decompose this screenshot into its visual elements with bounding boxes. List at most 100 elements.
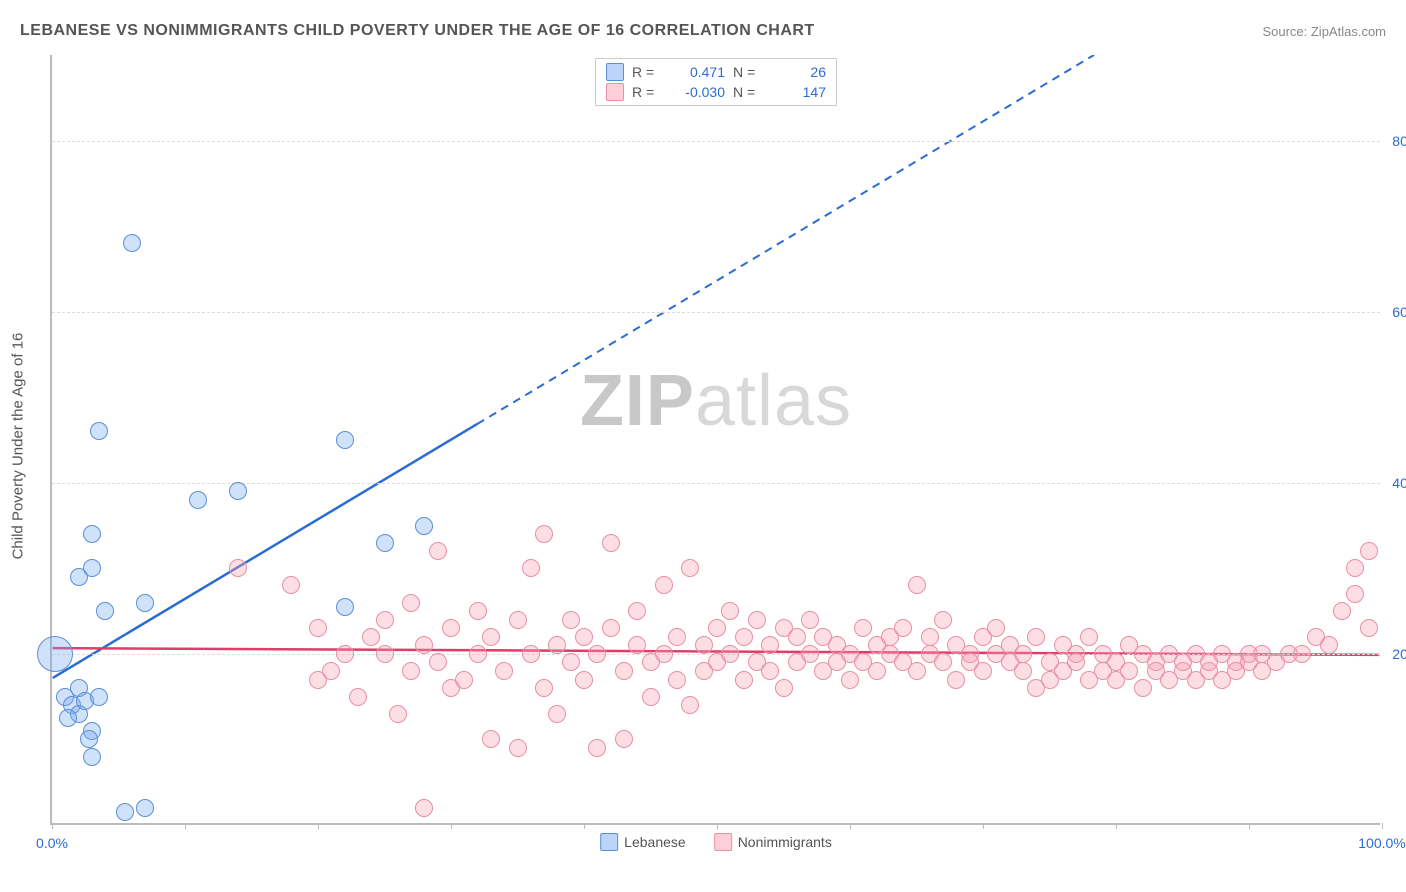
n-value-nonimmigrants: 147 [771,84,826,100]
data-point [442,619,460,637]
data-point [921,628,939,646]
data-point [415,799,433,817]
data-point [90,688,108,706]
data-point [801,611,819,629]
data-point [116,803,134,821]
data-point [309,619,327,637]
ytick-label: 20.0% [1392,646,1406,662]
legend-row-nonimmigrants: R = -0.030 N = 147 [606,83,826,101]
gridline [52,312,1380,313]
swatch-pink-icon [714,833,732,851]
data-point [681,559,699,577]
data-point [1320,636,1338,654]
data-point [735,628,753,646]
data-point [229,559,247,577]
ytick-label: 40.0% [1392,475,1406,491]
data-point [429,653,447,671]
data-point [894,619,912,637]
xtick [983,823,984,829]
xtick [1382,823,1383,829]
data-point [841,671,859,689]
data-point [721,602,739,620]
n-value-lebanese: 26 [771,64,826,80]
data-point [562,653,580,671]
data-point [708,619,726,637]
data-point [136,799,154,817]
chart-container: LEBANESE VS NONIMMIGRANTS CHILD POVERTY … [0,0,1406,892]
data-point [83,525,101,543]
data-point [575,671,593,689]
data-point [801,645,819,663]
data-point [1067,653,1085,671]
xtick [717,823,718,829]
data-point [588,645,606,663]
gridline [52,483,1380,484]
data-point [402,594,420,612]
chart-title: LEBANESE VS NONIMMIGRANTS CHILD POVERTY … [20,22,815,40]
data-point [495,662,513,680]
xtick [185,823,186,829]
data-point [83,748,101,766]
xtick [318,823,319,829]
data-point [668,671,686,689]
r-value-nonimmigrants: -0.030 [670,84,725,100]
xtick [1116,823,1117,829]
data-point [389,705,407,723]
data-point [482,628,500,646]
data-point [575,628,593,646]
data-point [1360,619,1378,637]
series-legend: Lebanese Nonimmigrants [600,833,832,851]
data-point [1333,602,1351,620]
data-point [974,662,992,680]
xtick [584,823,585,829]
data-point [83,559,101,577]
ytick-label: 80.0% [1392,133,1406,149]
data-point [37,636,73,672]
data-point [1027,628,1045,646]
data-point [336,645,354,663]
data-point [189,491,207,509]
data-point [908,662,926,680]
data-point [1346,559,1364,577]
data-point [854,619,872,637]
data-point [628,602,646,620]
data-point [947,671,965,689]
data-point [96,602,114,620]
data-point [455,671,473,689]
data-point [934,611,952,629]
data-point [1360,542,1378,560]
data-point [548,636,566,654]
data-point [868,662,886,680]
swatch-blue-icon [600,833,618,851]
data-point [322,662,340,680]
data-point [469,645,487,663]
xtick [850,823,851,829]
data-point [509,611,527,629]
data-point [415,517,433,535]
data-point [59,709,77,727]
data-point [1080,628,1098,646]
plot-area: ZIPatlas R = 0.471 N = 26 R = -0.030 N =… [50,55,1380,825]
y-axis-label: Child Poverty Under the Age of 16 [10,333,27,560]
legend-row-lebanese: R = 0.471 N = 26 [606,63,826,81]
data-point [548,705,566,723]
xtick [1249,823,1250,829]
data-point [402,662,420,680]
data-point [615,662,633,680]
swatch-blue-icon [606,63,624,81]
data-point [987,619,1005,637]
data-point [136,594,154,612]
data-point [229,482,247,500]
data-point [469,602,487,620]
legend-item-lebanese: Lebanese [600,833,686,851]
data-point [123,234,141,252]
data-point [522,559,540,577]
data-point [282,576,300,594]
data-point [535,525,553,543]
data-point [376,611,394,629]
data-point [695,636,713,654]
data-point [761,636,779,654]
data-point [562,611,580,629]
data-point [681,696,699,714]
data-point [429,542,447,560]
